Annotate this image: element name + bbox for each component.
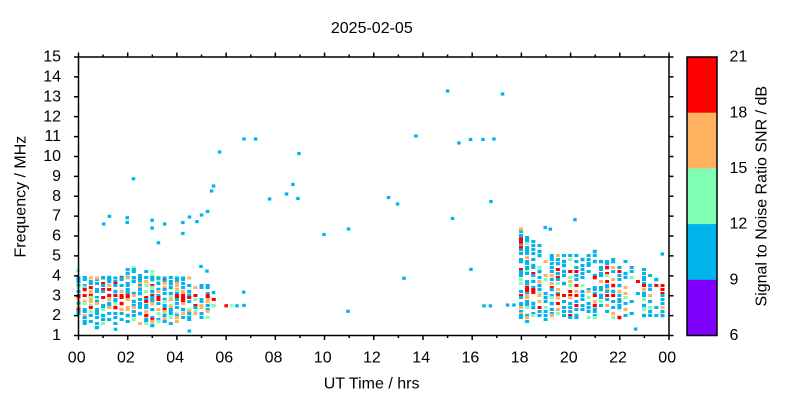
svg-text:14: 14 (43, 69, 61, 86)
svg-text:15: 15 (730, 160, 748, 177)
svg-text:13: 13 (43, 88, 61, 105)
svg-text:11: 11 (44, 128, 61, 145)
svg-text:06: 06 (215, 349, 233, 366)
svg-text:00: 00 (68, 349, 86, 366)
svg-text:15: 15 (43, 49, 61, 66)
svg-text:1: 1 (52, 327, 61, 344)
svg-text:6: 6 (730, 327, 739, 344)
svg-text:10: 10 (314, 349, 332, 366)
svg-text:18: 18 (730, 104, 748, 121)
svg-text:10: 10 (43, 148, 61, 165)
svg-text:3: 3 (52, 287, 61, 304)
svg-text:18: 18 (511, 349, 529, 366)
svg-text:02: 02 (117, 349, 135, 366)
svg-text:7: 7 (52, 208, 61, 225)
svg-text:4: 4 (52, 267, 61, 284)
svg-text:12: 12 (363, 349, 381, 366)
svg-text:8: 8 (52, 188, 61, 205)
svg-text:21: 21 (730, 49, 748, 66)
svg-text:9: 9 (730, 271, 739, 288)
svg-text:20: 20 (560, 349, 578, 366)
svg-text:12: 12 (43, 108, 61, 125)
svg-text:14: 14 (412, 349, 430, 366)
svg-text:08: 08 (265, 349, 283, 366)
svg-text:00: 00 (658, 349, 676, 366)
svg-text:04: 04 (166, 349, 184, 366)
svg-text:5: 5 (52, 248, 61, 265)
svg-text:6: 6 (52, 228, 61, 245)
svg-text:UT Time / hrs: UT Time / hrs (324, 376, 420, 393)
svg-text:9: 9 (52, 168, 61, 185)
svg-text:2: 2 (52, 307, 61, 324)
svg-text:2025-02-05: 2025-02-05 (331, 20, 413, 37)
svg-text:Signal to Noise Ratio SNR / dB: Signal to Noise Ratio SNR / dB (754, 86, 771, 307)
svg-text:22: 22 (609, 349, 627, 366)
svg-text:Frequency / MHz: Frequency / MHz (13, 136, 30, 258)
svg-text:16: 16 (462, 349, 480, 366)
svg-text:12: 12 (730, 216, 748, 233)
